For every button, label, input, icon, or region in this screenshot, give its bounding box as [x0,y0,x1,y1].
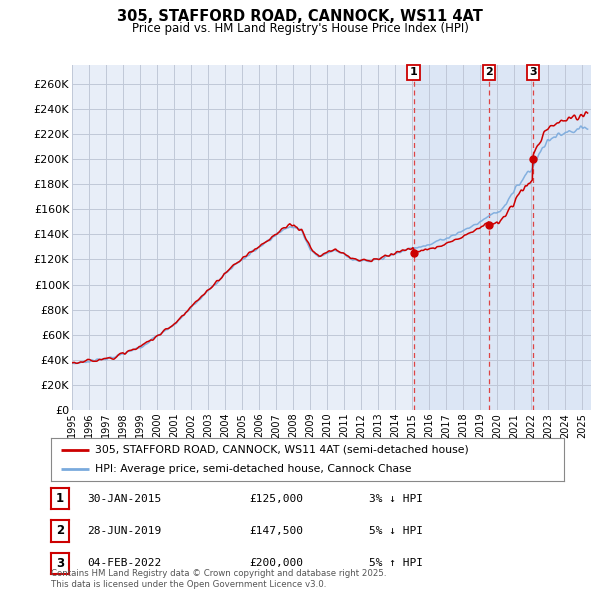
Text: 1: 1 [56,492,64,505]
Text: 305, STAFFORD ROAD, CANNOCK, WS11 4AT (semi-detached house): 305, STAFFORD ROAD, CANNOCK, WS11 4AT (s… [95,445,469,455]
Text: 30-JAN-2015: 30-JAN-2015 [87,494,161,503]
Text: 3% ↓ HPI: 3% ↓ HPI [369,494,423,503]
Text: 2: 2 [485,67,493,77]
Text: HPI: Average price, semi-detached house, Cannock Chase: HPI: Average price, semi-detached house,… [95,464,411,474]
Text: £200,000: £200,000 [249,559,303,568]
Text: 5% ↓ HPI: 5% ↓ HPI [369,526,423,536]
Text: 3: 3 [529,67,537,77]
Text: £125,000: £125,000 [249,494,303,503]
Text: £147,500: £147,500 [249,526,303,536]
Text: 3: 3 [56,557,64,570]
Text: 2: 2 [56,525,64,537]
Bar [413,65,591,410]
Text: 1: 1 [410,67,418,77]
Text: Contains HM Land Registry data © Crown copyright and database right 2025.
This d: Contains HM Land Registry data © Crown c… [51,569,386,589]
Text: 5% ↑ HPI: 5% ↑ HPI [369,559,423,568]
Text: 28-JUN-2019: 28-JUN-2019 [87,526,161,536]
Text: 04-FEB-2022: 04-FEB-2022 [87,559,161,568]
Text: 305, STAFFORD ROAD, CANNOCK, WS11 4AT: 305, STAFFORD ROAD, CANNOCK, WS11 4AT [117,9,483,24]
Text: Price paid vs. HM Land Registry's House Price Index (HPI): Price paid vs. HM Land Registry's House … [131,22,469,35]
